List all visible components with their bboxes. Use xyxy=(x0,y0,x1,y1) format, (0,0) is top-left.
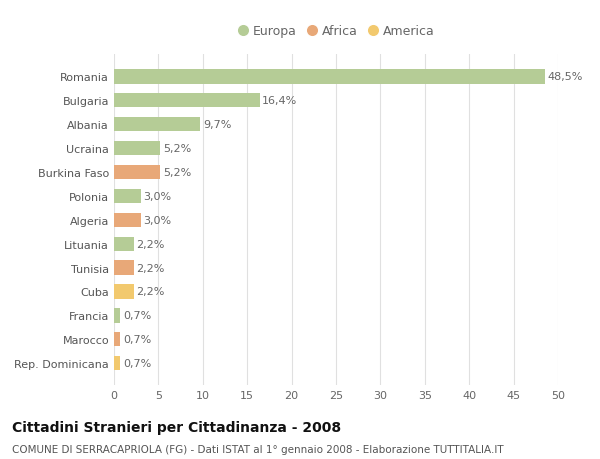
Text: 3,0%: 3,0% xyxy=(143,215,172,225)
Bar xyxy=(114,332,120,347)
Text: 2,2%: 2,2% xyxy=(136,263,164,273)
Bar xyxy=(114,213,140,228)
Text: 0,7%: 0,7% xyxy=(123,335,151,345)
Bar xyxy=(114,94,260,108)
Text: Cittadini Stranieri per Cittadinanza - 2008: Cittadini Stranieri per Cittadinanza - 2… xyxy=(12,420,341,434)
Text: 2,2%: 2,2% xyxy=(136,239,164,249)
Bar xyxy=(114,237,134,252)
Bar xyxy=(114,261,134,275)
Bar xyxy=(114,70,545,84)
Bar xyxy=(114,285,134,299)
Text: 16,4%: 16,4% xyxy=(262,96,298,106)
Text: 3,0%: 3,0% xyxy=(143,191,172,202)
Text: 48,5%: 48,5% xyxy=(547,72,583,82)
Bar xyxy=(114,166,160,180)
Text: 9,7%: 9,7% xyxy=(203,120,231,130)
Legend: Europa, Africa, America: Europa, Africa, America xyxy=(234,22,438,42)
Text: COMUNE DI SERRACAPRIOLA (FG) - Dati ISTAT al 1° gennaio 2008 - Elaborazione TUTT: COMUNE DI SERRACAPRIOLA (FG) - Dati ISTA… xyxy=(12,444,503,454)
Bar xyxy=(114,356,120,370)
Bar xyxy=(114,142,160,156)
Bar xyxy=(114,308,120,323)
Text: 0,7%: 0,7% xyxy=(123,311,151,321)
Text: 0,7%: 0,7% xyxy=(123,358,151,369)
Text: 5,2%: 5,2% xyxy=(163,144,191,154)
Bar xyxy=(114,118,200,132)
Bar xyxy=(114,189,140,204)
Text: 2,2%: 2,2% xyxy=(136,287,164,297)
Text: 5,2%: 5,2% xyxy=(163,168,191,178)
